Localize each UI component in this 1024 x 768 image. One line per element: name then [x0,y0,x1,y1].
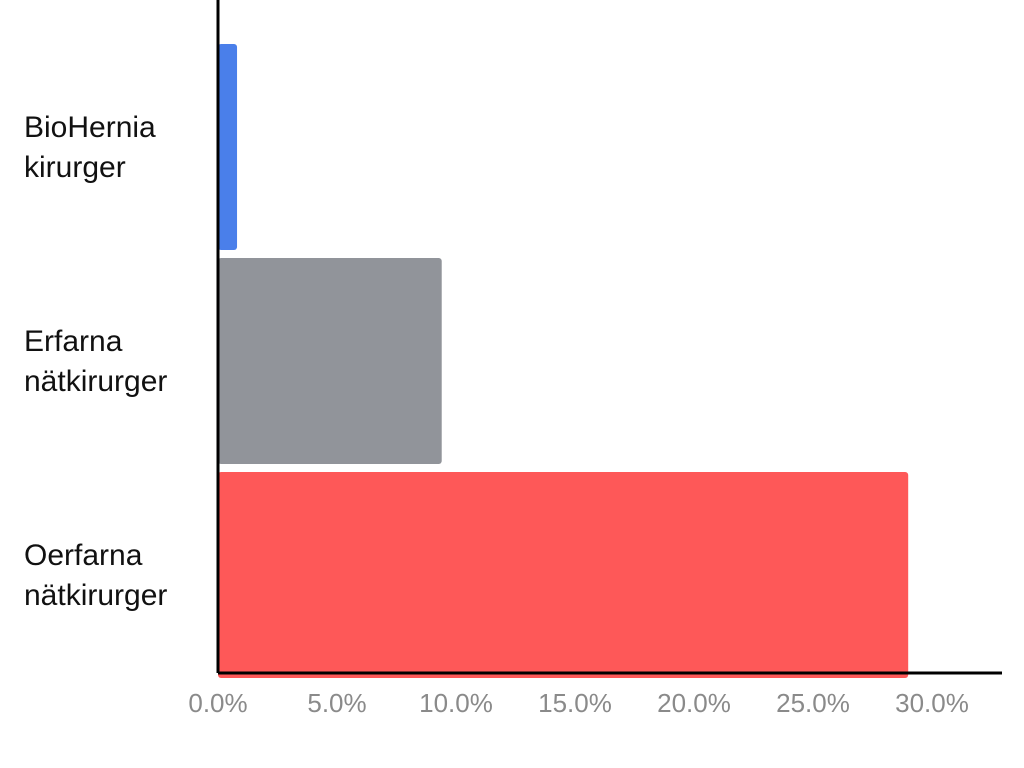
category-label-0-line-0: BioHernia [24,111,156,144]
bar-0 [218,44,238,250]
x-tick-label-2: 10.0% [419,688,493,718]
category-label-2: Oerfarna nätkirurger [24,539,167,612]
category-label-1-line-0: Erfarna [24,325,123,358]
category-label-1: Erfarna nätkirurger [24,325,167,398]
bars-layer [218,44,909,678]
category-label-2-line-0: Oerfarna [24,539,143,572]
x-tick-label-1: 5.0% [307,688,366,718]
x-tick-label-4: 20.0% [657,688,731,718]
x-tick-label-5: 25.0% [776,688,850,718]
category-label-1-line-1: nätkirurger [24,365,167,398]
bar-2 [218,472,909,678]
category-label-0-line-1: kirurger [24,151,126,184]
bar-1 [218,258,442,464]
x-tick-label-0: 0.0% [188,688,247,718]
x-tick-label-6: 30.0% [895,688,969,718]
category-label-0: BioHernia kirurger [24,111,156,184]
x-tick-labels: 0.0% 5.0% 10.0% 15.0% 20.0% 25.0% 30.0% [188,688,969,718]
category-label-2-line-1: nätkirurger [24,579,167,612]
x-tick-label-3: 15.0% [538,688,612,718]
